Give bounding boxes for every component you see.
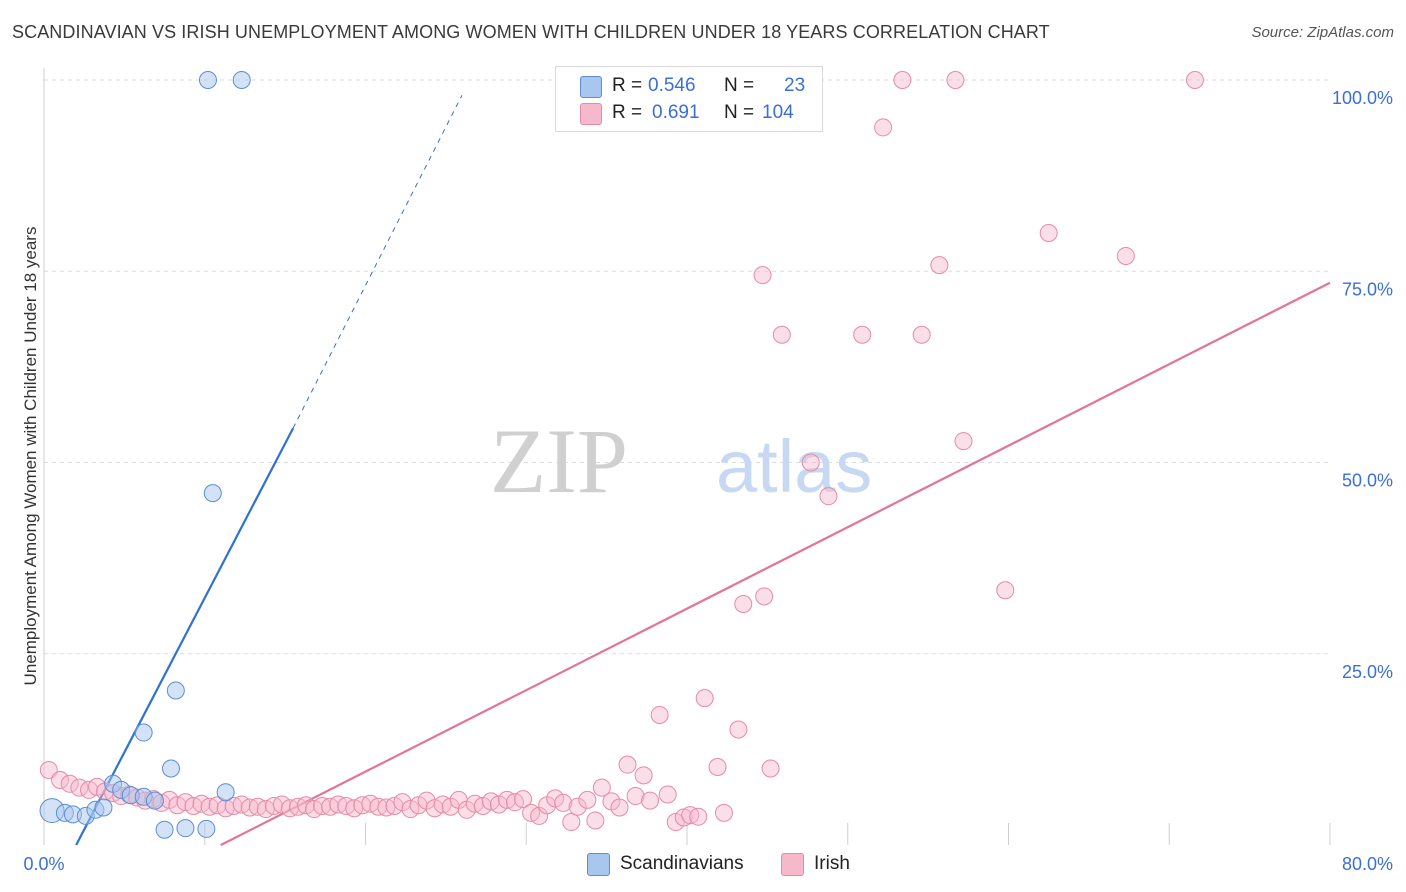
irish-point	[714, 803, 733, 822]
irish-point	[853, 325, 872, 344]
y-tick-label: 25.0%	[1342, 662, 1393, 682]
irish-point	[801, 453, 820, 472]
correlation-legend: R = 0.546 N = 23 R = 0.691 N = 104	[555, 66, 823, 132]
irish-point	[734, 595, 753, 614]
irish-point	[874, 118, 893, 137]
legend-r-label: R =	[612, 75, 643, 96]
irish-point	[912, 325, 931, 344]
irish-point	[753, 266, 772, 285]
legend-n-label: N =	[724, 75, 755, 96]
irish-point	[893, 71, 912, 89]
chart-source: Source: ZipAtlas.com	[1251, 24, 1394, 41]
y-tick-label: 50.0%	[1342, 471, 1393, 491]
chart-title: SCANDINAVIAN VS IRISH UNEMPLOYMENT AMONG…	[12, 22, 1050, 42]
irish-point	[650, 705, 669, 724]
bottom-legend-swatch-blue	[587, 853, 610, 876]
irish-point	[51, 770, 70, 789]
y-tick-label: 100.0%	[1332, 88, 1393, 108]
irish-point	[592, 778, 611, 797]
irish-point	[641, 791, 660, 810]
scandinavian-point	[155, 820, 174, 839]
legend-r-value: 0.691	[652, 102, 700, 123]
irish-point	[695, 689, 714, 708]
scandinavian-point	[232, 71, 251, 89]
irish-point	[562, 813, 581, 832]
irish-point	[1185, 71, 1204, 89]
irish-point	[554, 793, 573, 812]
scandinavian-point	[134, 723, 153, 742]
scandinavian-point	[197, 819, 216, 838]
irish-point	[586, 811, 605, 830]
irish-point	[60, 774, 79, 793]
irish-point	[514, 790, 533, 809]
irish-point	[618, 755, 637, 774]
scandinavian-point	[198, 71, 217, 89]
tick-labels: 25.0% 50.0% 75.0% 100.0% 0.0% 80.0%	[23, 88, 1393, 874]
irish-point	[708, 757, 727, 776]
irish-point	[626, 787, 645, 806]
watermark-atlas: atlas	[716, 425, 872, 508]
watermark-zip: ZIP	[490, 410, 628, 512]
gridlines	[44, 79, 1330, 655]
irish-point	[689, 807, 708, 826]
scandinavian-point	[94, 798, 113, 817]
y-tick-label: 75.0%	[1342, 279, 1393, 299]
legend-r-value: 0.546	[648, 75, 696, 96]
irish-point	[1116, 246, 1135, 265]
x-tick-label: 0.0%	[23, 854, 64, 874]
irish-point	[755, 587, 774, 606]
irish-point	[954, 432, 973, 451]
irish-point	[996, 581, 1015, 600]
irish-point	[1039, 224, 1058, 242]
scandinavian-point	[161, 759, 180, 778]
irish-point	[819, 487, 838, 506]
irish-point	[658, 785, 677, 804]
irish-point	[634, 766, 653, 785]
scandinavian-point	[166, 681, 185, 700]
trendlines	[75, 95, 1331, 846]
irish-point	[930, 256, 949, 275]
irish-point	[729, 720, 748, 739]
irish-point	[946, 71, 965, 89]
x-tick-label: 80.0%	[1342, 854, 1393, 874]
bottom-legend-swatch-pink	[781, 853, 804, 876]
scandinavian-point	[176, 819, 195, 838]
legend-n-label: N =	[724, 102, 755, 123]
bottom-legend-label: Irish	[814, 853, 850, 874]
irish-points	[39, 71, 1204, 832]
axes	[43, 68, 1331, 845]
legend-swatch-blue	[580, 76, 602, 98]
legend-n-value: 104	[762, 102, 794, 123]
scandinavian-trendline-extension	[292, 95, 463, 429]
legend-r-label: R =	[612, 102, 643, 123]
legend-n-value: 23	[784, 75, 806, 96]
scandinavian-point	[145, 791, 164, 810]
irish-point	[761, 759, 780, 778]
irish-point	[568, 797, 587, 816]
bottom-legend-label: Scandinavians	[620, 853, 744, 874]
legend-swatch-pink	[580, 103, 602, 125]
irish-point	[39, 761, 58, 780]
scandinavian-points	[39, 71, 251, 839]
watermark: ZIP atlas	[490, 410, 872, 512]
irish-point	[772, 325, 791, 344]
y-axis-label: Unemployment Among Women with Children U…	[21, 226, 40, 686]
scandinavian-point	[216, 783, 235, 802]
irish-point	[610, 798, 629, 817]
irish-point	[578, 790, 597, 809]
scandinavian-point	[203, 484, 222, 503]
irish-trendline	[220, 281, 1331, 846]
